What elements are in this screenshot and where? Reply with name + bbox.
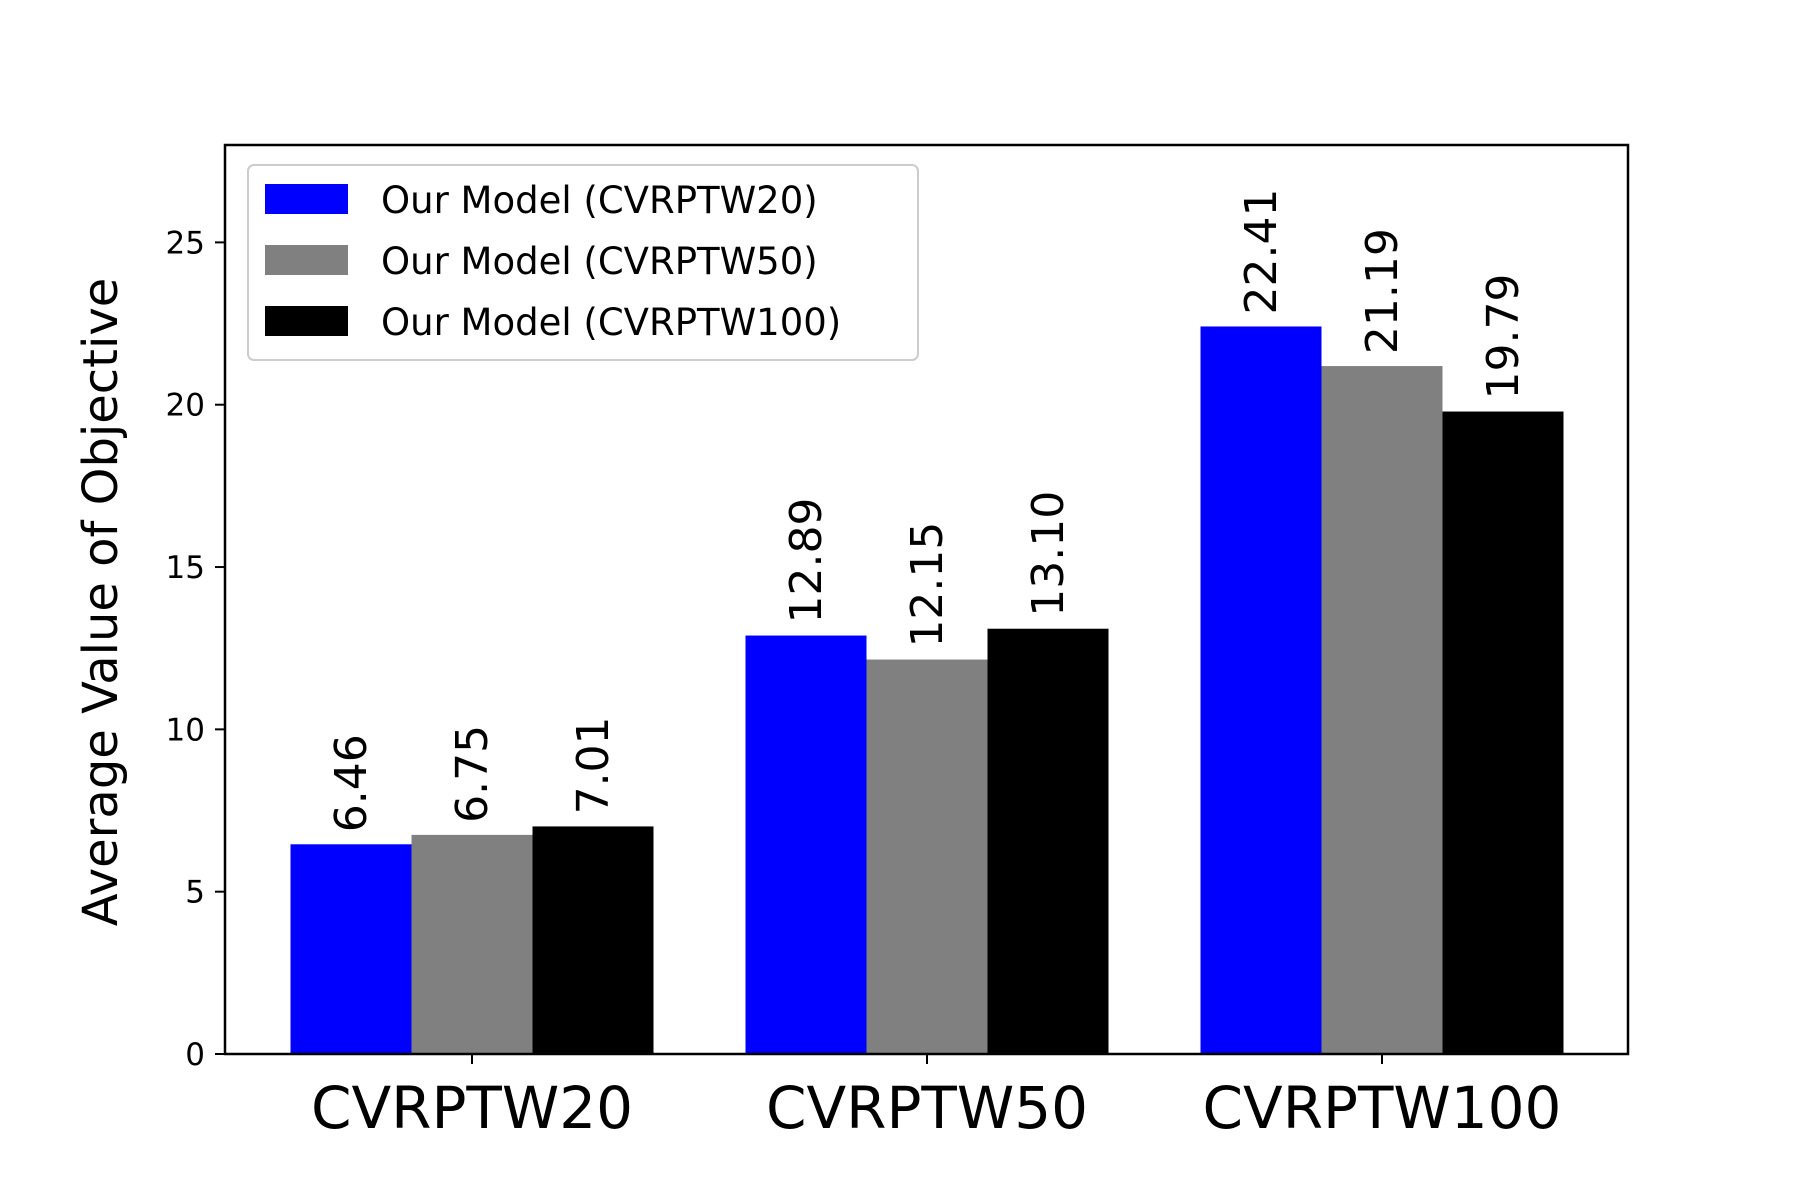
- y-tick-label: 5: [185, 875, 205, 911]
- bar-cvrptw50-series-3: [987, 628, 1109, 1054]
- bar-value-label: 12.15: [902, 522, 953, 648]
- bar-cvrptw20-series-2: [411, 834, 533, 1054]
- bar-cvrptw100-series-1: [1200, 326, 1322, 1055]
- bar-cvrptw50-series-1: [745, 635, 867, 1054]
- legend-label: Our Model (CVRPTW20): [381, 179, 818, 222]
- bar-cvrptw20-series-1: [290, 844, 412, 1054]
- legend-swatch: [265, 306, 348, 336]
- legend-swatch: [265, 245, 348, 275]
- bars-layer: [290, 326, 1564, 1055]
- legend-swatch: [265, 184, 348, 214]
- bar-cvrptw50-series-2: [866, 659, 988, 1054]
- x-category-label: CVRPTW50: [766, 1074, 1088, 1142]
- legend-label: Our Model (CVRPTW100): [381, 301, 841, 344]
- axes-layer: 0 5 10 15 20 25 CVRPTW20 CVRPTW50 CVRPTW100: [166, 143, 1630, 1142]
- bar-value-label: 21.19: [1357, 228, 1408, 354]
- bar-cvrptw20-series-3: [532, 826, 654, 1054]
- bar-value-label: 22.41: [1236, 189, 1287, 315]
- bar-value-label: 13.10: [1023, 491, 1074, 617]
- bar-value-label: 19.79: [1478, 274, 1529, 400]
- y-tick-label: 15: [166, 550, 205, 586]
- bar-value-label: 7.01: [568, 716, 619, 814]
- y-axis-label: Average Value of Objective: [73, 278, 129, 927]
- legend-box: [247, 164, 919, 361]
- legend-label: Our Model (CVRPTW50): [381, 240, 818, 283]
- y-tick-label: 25: [166, 225, 205, 261]
- bar-labels-layer: 6.46 6.75 7.01 12.89 12.15 13.10 22.41 21.19 19.…: [326, 189, 1529, 833]
- bar-cvrptw100-series-3: [1442, 411, 1564, 1054]
- y-tick-label: 20: [166, 388, 205, 424]
- x-category-label: CVRPTW100: [1203, 1074, 1562, 1142]
- y-tick-label: 10: [166, 712, 205, 748]
- bar-cvrptw100-series-2: [1321, 366, 1443, 1054]
- legend: Our Model (CVRPTW20) Our Model (CVRPTW50)…: [247, 164, 919, 361]
- bar-value-label: 6.46: [326, 734, 377, 832]
- y-tick-label: 0: [185, 1037, 205, 1073]
- bar-value-label: 6.75: [447, 725, 498, 823]
- bar-value-label: 12.89: [781, 498, 832, 624]
- x-category-label: CVRPTW20: [311, 1074, 633, 1142]
